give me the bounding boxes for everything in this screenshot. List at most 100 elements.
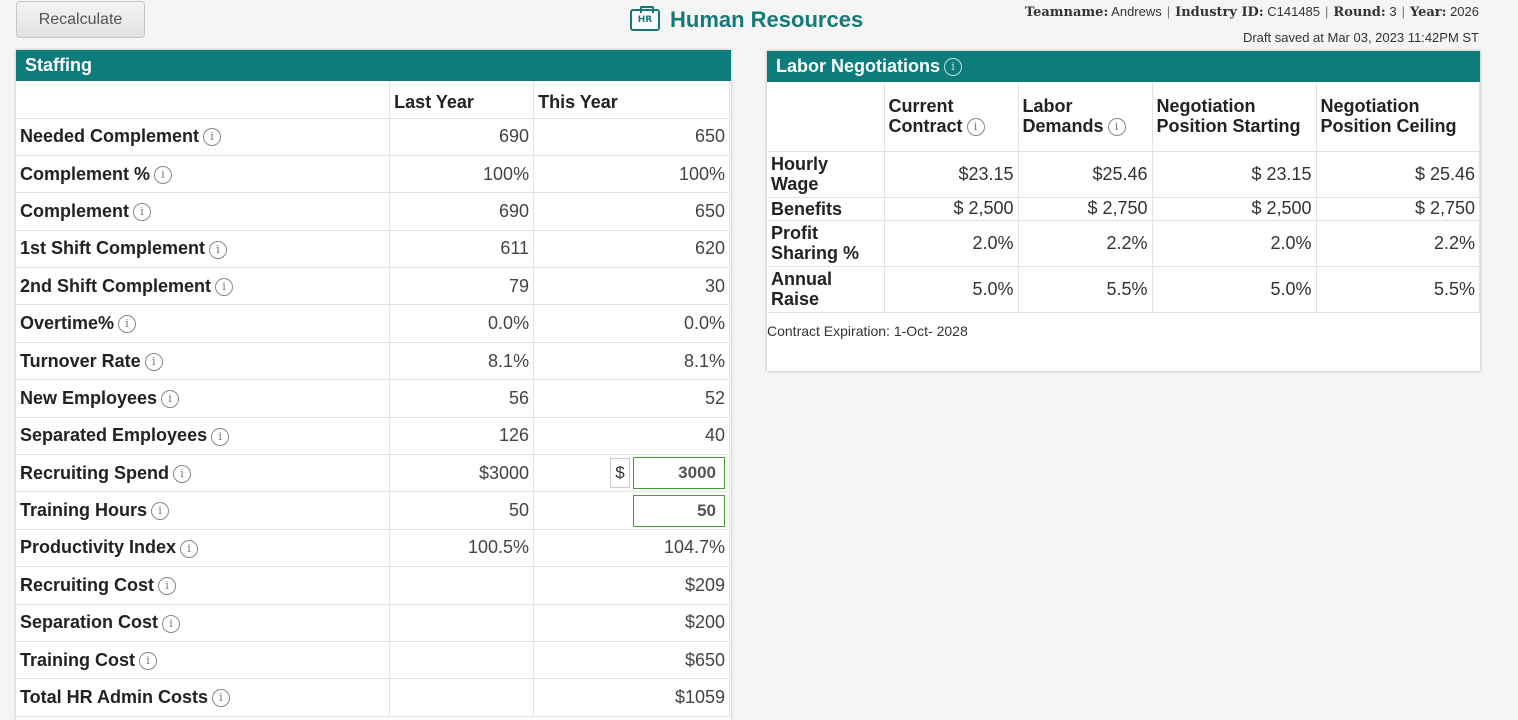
last-year-value: 690: [389, 192, 535, 231]
row-label-separation-cost: Separation Cost i: [16, 604, 391, 642]
info-icon[interactable]: i: [151, 502, 170, 521]
table-row: 2nd Shift Complement i 79 30: [16, 267, 730, 306]
staffing-table: Last Year This Year Needed Complement i 69…: [16, 81, 730, 717]
last-year-value: 0.0%: [389, 304, 535, 343]
table-row: Training Hours i 50: [16, 491, 730, 530]
labor-negotiations-panel: Labor Negotiations i Current Contract i La…: [767, 51, 1480, 371]
row-label-annual-raise: Annual Raise: [767, 266, 885, 313]
this-year-value: 104.7%: [533, 529, 730, 568]
info-icon[interactable]: i: [180, 539, 199, 558]
this-year-value: 8.1%: [533, 342, 730, 381]
row-label-benefits: Benefits: [767, 197, 885, 221]
info-icon[interactable]: i: [966, 118, 985, 137]
staffing-corner-cell: [16, 81, 391, 119]
training-hours-input[interactable]: [633, 494, 725, 527]
info-icon[interactable]: i: [215, 278, 234, 296]
row-label-hourly-wage: Hourly Wage: [767, 151, 885, 198]
round-number: 3: [1389, 4, 1397, 19]
row-label-profit-sharing-pct: Profit Sharing %: [767, 220, 885, 267]
info-icon[interactable]: i: [118, 315, 137, 334]
this-year-value: 650: [533, 118, 730, 156]
info-icon[interactable]: i: [158, 577, 177, 596]
negotiation-ceiling-value: 2.2%: [1316, 220, 1480, 267]
row-label-1st-shift-complement: 1st Shift Complement i: [16, 230, 391, 269]
app-title: HR Human Resources: [630, 6, 863, 34]
negotiation-starting-value: 2.0%: [1152, 220, 1317, 267]
draft-saved-status: Draft saved at Mar 03, 2023 11:42PM ST: [1242, 30, 1479, 45]
row-label-training-hours: Training Hours i: [16, 491, 391, 530]
this-year-value: 40: [533, 417, 730, 456]
this-year-value: $200: [533, 604, 730, 642]
last-year-value: [389, 604, 535, 642]
row-label-2nd-shift-complement: 2nd Shift Complement i: [16, 267, 391, 306]
row-label-total-hr-admin-costs: Total HR Admin Costs i: [16, 678, 391, 717]
last-year-value: 79: [389, 267, 535, 306]
last-year-value: 100.5%: [389, 529, 535, 568]
this-year-value: $209: [533, 566, 730, 605]
table-row: Recruiting Spend i $3000 $: [16, 454, 730, 493]
last-year-value: [389, 566, 535, 605]
year-number: 2026: [1450, 4, 1479, 19]
table-row: Needed Complement i 690 650: [16, 118, 730, 156]
col-header-negotiation-starting: Negotiation Position Starting: [1152, 82, 1317, 152]
last-year-value: 100%: [389, 155, 535, 194]
currency-prefix: $: [610, 458, 630, 489]
info-icon[interactable]: i: [203, 128, 222, 147]
this-year-value: 0.0%: [533, 304, 730, 343]
row-label-turnover-rate: Turnover Rate i: [16, 342, 391, 381]
recalculate-button[interactable]: Recalculate: [16, 1, 145, 38]
table-row: Profit Sharing % 2.0% 2.2% 2.0% 2.2%: [767, 220, 1480, 267]
table-row: Complement i 690 650: [16, 192, 730, 231]
info-icon[interactable]: i: [133, 203, 152, 222]
info-icon[interactable]: i: [144, 352, 163, 371]
row-label-new-employees: New Employees i: [16, 379, 391, 418]
row-label-complement-pct: Complement % i: [16, 155, 391, 194]
info-icon[interactable]: i: [139, 651, 158, 670]
team-info: Teamname: Andrews | Industry ID: C141485 | R…: [1024, 4, 1479, 20]
table-row: Separated Employees i 126 40: [16, 417, 730, 456]
labor-corner-cell: [767, 82, 885, 152]
col-header-negotiation-ceiling: Negotiation Position Ceiling: [1316, 82, 1480, 152]
last-year-value: [389, 678, 535, 717]
last-year-value: 56: [389, 379, 535, 418]
page-title: Human Resources: [670, 7, 864, 32]
info-icon[interactable]: i: [173, 464, 192, 483]
recruiting-spend-input[interactable]: [633, 457, 725, 490]
hr-briefcase-icon: HR: [630, 6, 660, 31]
last-year-value: 8.1%: [389, 342, 535, 381]
info-icon[interactable]: i: [944, 58, 963, 77]
table-row: Benefits $ 2,500 $ 2,750 $ 2,500 $ 2,750: [767, 197, 1480, 221]
info-icon[interactable]: i: [209, 240, 228, 259]
info-icon[interactable]: i: [212, 689, 230, 708]
last-year-value: 611: [389, 230, 535, 269]
col-header-this-year: This Year: [533, 81, 730, 119]
row-label-overtimepct: Overtime% i: [16, 304, 391, 343]
info-icon[interactable]: i: [162, 614, 181, 633]
last-year-value: [389, 641, 535, 680]
row-label-recruiting-spend: Recruiting Spend i: [16, 454, 391, 493]
info-icon[interactable]: i: [154, 165, 173, 184]
table-row: Turnover Rate i 8.1% 8.1%: [16, 342, 730, 381]
last-year-value: 126: [389, 417, 535, 456]
last-year-value: $3000: [389, 454, 535, 493]
row-label-separated-employees: Separated Employees i: [16, 417, 391, 456]
table-row: 1st Shift Complement i 611 620: [16, 230, 730, 269]
row-label-recruiting-cost: Recruiting Cost i: [16, 566, 391, 605]
row-label-productivity-index: Productivity Index i: [16, 529, 391, 568]
labor-demands-value: 5.5%: [1018, 266, 1153, 313]
col-header-labor-demands: Labor Demands i: [1018, 82, 1153, 152]
table-row: Productivity Index i 100.5% 104.7%: [16, 529, 730, 568]
table-row: Overtime% i 0.0% 0.0%: [16, 304, 730, 343]
this-year-value: 620: [533, 230, 730, 269]
labor-negotiations-header: Labor Negotiations i: [767, 51, 1480, 82]
current-contract-value: 2.0%: [884, 220, 1019, 267]
team-name: Andrews: [1111, 4, 1162, 19]
info-icon[interactable]: i: [1107, 118, 1126, 137]
info-icon[interactable]: i: [211, 427, 230, 446]
labor-table: Current Contract i Labor Demands i Negotia…: [767, 82, 1480, 313]
info-icon[interactable]: i: [161, 390, 180, 409]
industry-id: C141485: [1267, 4, 1321, 19]
current-contract-value: 5.0%: [884, 266, 1019, 313]
this-year-value: 650: [533, 192, 730, 231]
staffing-header: Staffing: [16, 50, 731, 81]
